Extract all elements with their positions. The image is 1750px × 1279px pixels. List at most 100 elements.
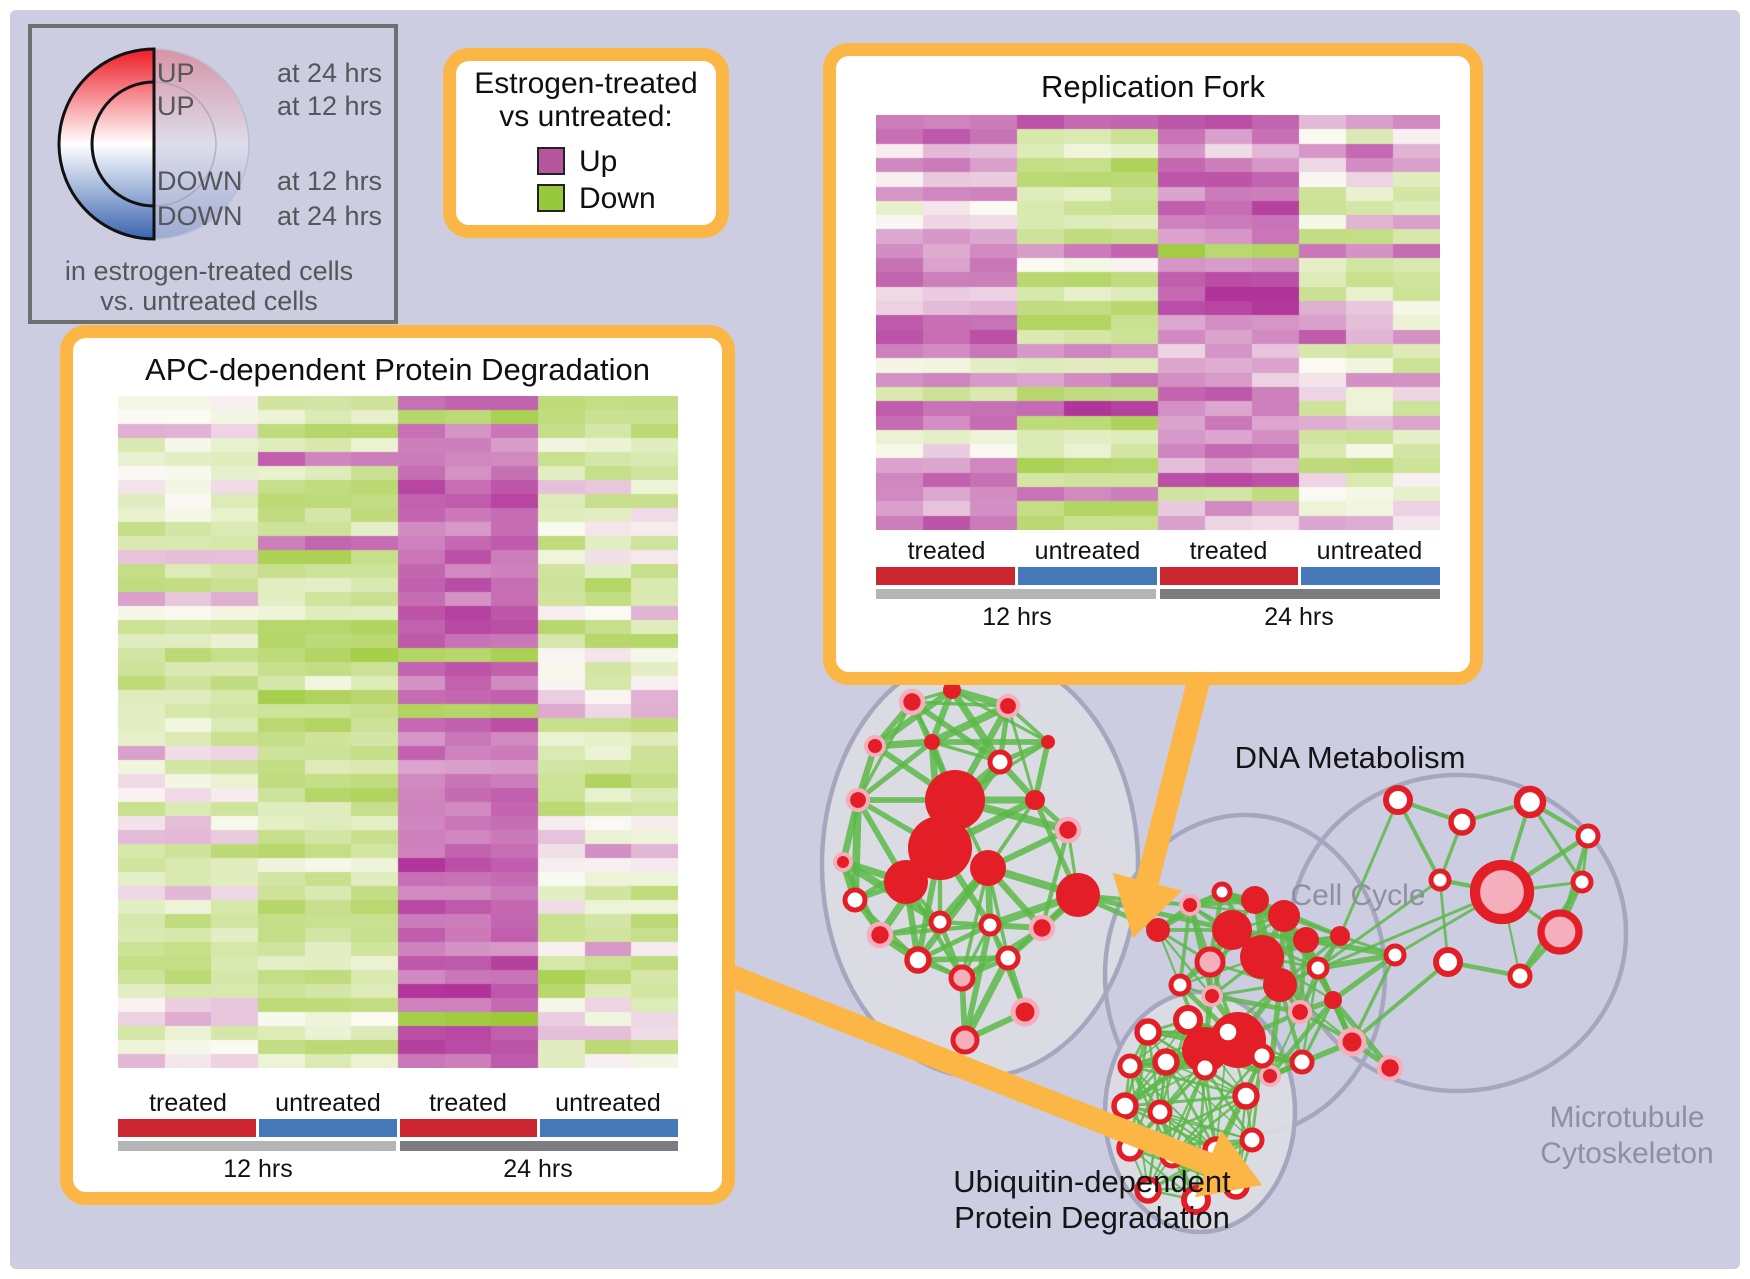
- apc-time-labels: 12 hrs 24 hrs: [118, 1155, 678, 1185]
- network-node: [1214, 1018, 1242, 1046]
- network-node: [1168, 973, 1192, 997]
- network-node: [884, 860, 928, 904]
- network-node: [970, 850, 1006, 886]
- network-edge: [1268, 998, 1335, 1078]
- timepoint-bar: [400, 1141, 678, 1151]
- down-label: Down: [579, 182, 656, 215]
- ubiquitin-label-line2: Protein Degradation: [954, 1200, 1230, 1235]
- treatment-color-bar: [258, 1119, 397, 1137]
- estrogen-legend-box: Estrogen-treated vs untreated: Up Down: [443, 48, 729, 238]
- network-bridge-edge: [1350, 960, 1450, 1044]
- network-node: [1433, 947, 1463, 977]
- network-node: [1041, 735, 1055, 749]
- network-node: [1513, 785, 1547, 819]
- network-node: [1056, 873, 1100, 917]
- network-edge: [1396, 799, 1442, 881]
- network-node: [904, 946, 932, 974]
- network-node: [1240, 935, 1284, 979]
- cell-cycle-label: Cell Cycle: [1290, 879, 1426, 912]
- timepoint-label: 12 hrs: [982, 603, 1052, 631]
- treatment-color-bar: [399, 1119, 538, 1137]
- replication-fork-heatmap: [876, 115, 1440, 530]
- annotation-arrow-shaft: [1134, 649, 1218, 891]
- network-node: [1289, 1049, 1315, 1075]
- network-edge: [873, 687, 954, 749]
- network-edge: [856, 739, 934, 803]
- scale-row: UP at 24 hrs: [32, 58, 386, 88]
- microtubule-label-line2: Cytoskeleton: [1540, 1137, 1714, 1170]
- network-node: [1428, 868, 1452, 892]
- network-edge: [1159, 1111, 1253, 1141]
- network-node: [1537, 909, 1583, 955]
- treatment-group-label: untreated: [1034, 537, 1141, 565]
- network-node: [1383, 785, 1413, 815]
- up-color-swatch: [537, 147, 565, 175]
- network-node: [1293, 927, 1319, 953]
- scale-word: DOWN: [157, 166, 243, 196]
- legend-item-up: Up: [456, 145, 716, 178]
- network-node: [1263, 968, 1297, 1002]
- scale-time: at 12 hrs: [277, 91, 383, 121]
- network-node: [995, 693, 1021, 719]
- network-node: [1201, 985, 1223, 1007]
- treatment-group-label: treated: [429, 1089, 507, 1117]
- scale-row: UP at 12 hrs: [32, 91, 386, 121]
- network-node: [1570, 870, 1594, 894]
- network-node: [845, 787, 871, 813]
- network-node: [1010, 997, 1040, 1027]
- network-node: [908, 816, 972, 880]
- estrogen-legend-title-line2: vs untreated:: [499, 100, 673, 133]
- scale-row: DOWN at 24 hrs: [32, 201, 386, 231]
- scale-time: at 24 hrs: [277, 58, 383, 88]
- rf-group-labels: treated untreated treated untreated: [876, 537, 1440, 565]
- rf-time-bars: [876, 589, 1440, 599]
- network-node: [1376, 1054, 1404, 1082]
- network-node: [928, 910, 952, 934]
- dna-metabolism-label: DNA Metabolism: [1234, 740, 1466, 775]
- treatment-color-bar: [540, 1119, 678, 1137]
- network-node: [1448, 808, 1476, 836]
- scale-time: at 24 hrs: [277, 201, 383, 231]
- network-node: [1287, 999, 1313, 1025]
- network-node: [1028, 914, 1056, 942]
- ubiquitin-degradation-label: Ubiquitin-dependent Protein Degradation: [932, 1164, 1252, 1236]
- network-edge: [1350, 954, 1397, 1043]
- network-node: [898, 688, 926, 716]
- network-node: [1212, 910, 1252, 950]
- updown-gradient-circles-icon: [57, 47, 250, 241]
- estrogen-legend-title-line1: Estrogen-treated: [474, 67, 698, 100]
- network-edge: [929, 688, 955, 744]
- network-edge: [1124, 1094, 1247, 1108]
- network-node: [1152, 1048, 1180, 1076]
- network-node: [925, 770, 985, 830]
- annotation-arrow-shaft: [723, 964, 1218, 1177]
- microtubule-cytoskeleton-label: Microtubule Cytoskeleton: [1477, 1100, 1750, 1172]
- network-node: [1179, 894, 1201, 916]
- down-color-swatch: [537, 184, 565, 212]
- rf-treatment-bars: [876, 567, 1440, 585]
- network-edge: [1317, 952, 1396, 971]
- network-node: [1330, 926, 1350, 946]
- legend-item-down: Down: [456, 182, 716, 215]
- network-node: [924, 734, 940, 750]
- apc-degradation-panel: APC-dependent Protein Degradation treate…: [60, 325, 735, 1205]
- rf-time-labels: 12 hrs 24 hrs: [876, 603, 1440, 633]
- timepoint-label: 24 hrs: [503, 1155, 573, 1183]
- scale-word: UP: [157, 58, 195, 88]
- annotation-arrowhead: [1194, 1130, 1262, 1198]
- network-node: [1192, 1055, 1218, 1081]
- network-node: [1306, 956, 1330, 980]
- network-node: [1146, 918, 1170, 942]
- treatment-group-label: treated: [1189, 537, 1268, 565]
- timepoint-bar: [118, 1141, 396, 1151]
- scale-word: DOWN: [157, 201, 243, 231]
- network-node: [1194, 946, 1226, 978]
- network-node: [1239, 1127, 1265, 1153]
- network-node: [987, 749, 1013, 775]
- ubiquitin-label-line1: Ubiquitin-dependent: [953, 1164, 1231, 1199]
- network-node: [1268, 900, 1300, 932]
- treatment-group-label: treated: [149, 1089, 227, 1117]
- treatment-group-label: untreated: [555, 1089, 661, 1117]
